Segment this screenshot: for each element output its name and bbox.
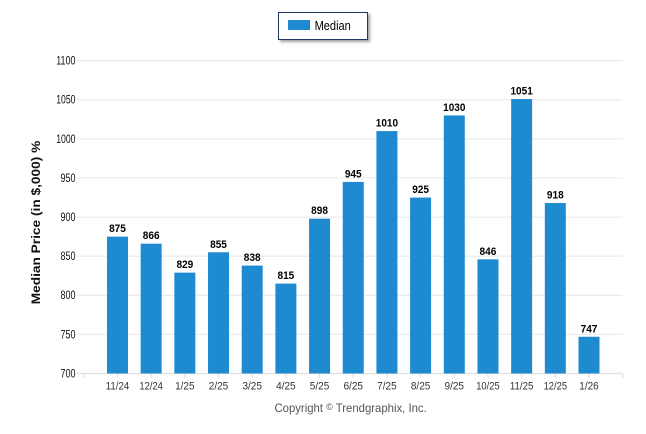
svg-text:2/25: 2/25 (209, 381, 229, 393)
svg-text:10/25: 10/25 (476, 381, 500, 393)
svg-text:11/25: 11/25 (510, 381, 534, 393)
svg-text:950: 950 (61, 173, 76, 185)
svg-text:1000: 1000 (56, 134, 75, 146)
svg-text:1/25: 1/25 (175, 381, 195, 393)
svg-text:846: 846 (480, 246, 497, 258)
svg-text:3/25: 3/25 (242, 381, 262, 393)
svg-text:850: 850 (61, 251, 76, 263)
svg-text:1051: 1051 (510, 86, 532, 98)
svg-text:747: 747 (581, 323, 598, 335)
svg-text:7/25: 7/25 (377, 381, 397, 393)
svg-text:1/26: 1/26 (579, 381, 599, 393)
svg-text:Copyright © Trendgraphix, Inc.: Copyright © Trendgraphix, Inc. (274, 401, 426, 415)
svg-text:855: 855 (210, 239, 227, 251)
svg-text:898: 898 (311, 205, 328, 217)
svg-text:866: 866 (143, 230, 160, 242)
svg-text:800: 800 (61, 290, 76, 302)
svg-text:Median Price (in $,000) %: Median Price (in $,000) % (29, 140, 43, 304)
svg-text:900: 900 (61, 212, 76, 224)
svg-text:815: 815 (277, 270, 294, 282)
svg-text:1050: 1050 (56, 95, 75, 107)
svg-text:6/25: 6/25 (343, 381, 363, 393)
svg-text:8/25: 8/25 (411, 381, 431, 393)
svg-text:918: 918 (547, 190, 564, 202)
svg-text:945: 945 (345, 168, 362, 180)
svg-text:5/25: 5/25 (310, 381, 330, 393)
svg-text:1100: 1100 (56, 56, 75, 68)
svg-text:4/25: 4/25 (276, 381, 296, 393)
svg-text:1030: 1030 (443, 102, 465, 114)
svg-text:12/24: 12/24 (139, 381, 163, 393)
svg-text:700: 700 (61, 368, 76, 380)
svg-text:9/25: 9/25 (445, 381, 465, 393)
svg-text:11/24: 11/24 (106, 381, 130, 393)
svg-text:838: 838 (244, 252, 261, 264)
svg-text:1010: 1010 (376, 118, 398, 130)
svg-text:750: 750 (61, 329, 76, 341)
svg-text:829: 829 (176, 259, 193, 271)
svg-text:12/25: 12/25 (544, 381, 568, 393)
svg-text:Median: Median (315, 18, 351, 33)
svg-text:875: 875 (109, 223, 126, 235)
svg-text:925: 925 (412, 184, 429, 196)
